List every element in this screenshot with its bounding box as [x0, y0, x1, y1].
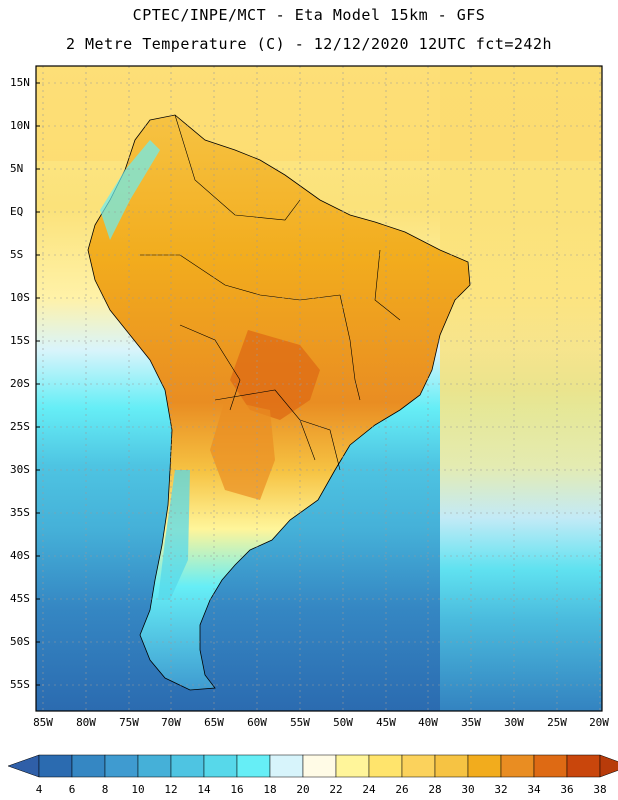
lon-label: 60W [247, 716, 267, 729]
lon-label: 20W [589, 716, 609, 729]
lat-label: 10S [10, 291, 30, 304]
lat-label: 15N [10, 76, 30, 89]
colorbar-over-arrow [599, 754, 618, 778]
colorbar-swatch [302, 754, 337, 778]
colorbar-swatch [236, 754, 271, 778]
lat-label: EQ [10, 205, 24, 218]
colorbar-swatch [368, 754, 403, 778]
andes-north-cold-band [100, 140, 160, 240]
colorbar-label: 30 [461, 783, 475, 796]
lat-label: 40S [10, 549, 30, 562]
lon-label: 65W [204, 716, 224, 729]
colorbar-label: 36 [560, 783, 574, 796]
colorbar-label: 32 [494, 783, 508, 796]
colorbar-swatch [335, 754, 370, 778]
lon-label: 55W [290, 716, 310, 729]
colorbar-swatch [533, 754, 568, 778]
hot-core-south [210, 400, 275, 500]
lon-label: 30W [504, 716, 524, 729]
lat-label: 15S [10, 334, 30, 347]
colorbar-swatch [170, 754, 205, 778]
colorbar-label: 34 [527, 783, 541, 796]
colorbar-label: 4 [35, 783, 43, 796]
lat-label: 45S [10, 592, 30, 605]
lat-label: 5N [10, 162, 24, 175]
colorbar-swatch [401, 754, 436, 778]
colorbar-label: 12 [164, 783, 178, 796]
lat-label: 10N [10, 119, 30, 132]
colorbar-label: 26 [395, 783, 409, 796]
lon-label: 40W [418, 716, 438, 729]
map-title-model: CPTEC/INPE/MCT - Eta Model 15km - GFS [132, 6, 486, 24]
map-field [36, 66, 602, 711]
colorbar-swatch [104, 754, 139, 778]
colorbar-swatch [38, 754, 73, 778]
colorbar-label: 24 [362, 783, 376, 796]
colorbar-swatch [467, 754, 502, 778]
map-title-variable: 2 Metre Temperature (C) - 12/12/2020 12U… [65, 35, 553, 53]
colorbar-label: 14 [197, 783, 211, 796]
colorbar-label: 10 [131, 783, 145, 796]
caribbean-field [36, 66, 602, 161]
colorbar-swatch [71, 754, 106, 778]
colorbar-swatch [203, 754, 238, 778]
hot-core [230, 330, 320, 420]
colorbar-label: 22 [329, 783, 343, 796]
lat-label: 55S [10, 678, 30, 691]
graticule [36, 66, 602, 711]
colorbar-label: 38 [593, 783, 607, 796]
lat-label: 35S [10, 506, 30, 519]
colorbar-label: 16 [230, 783, 244, 796]
lon-label: 80W [76, 716, 96, 729]
lon-label: 85W [33, 716, 53, 729]
map-frame [35, 65, 603, 712]
colorbar-swatch [500, 754, 535, 778]
colorbar-label: 28 [428, 783, 442, 796]
colorbar-label: 6 [68, 783, 76, 796]
lat-label: 5S [10, 248, 24, 261]
lat-label: 20S [10, 377, 30, 390]
colorbar-under-arrow [7, 754, 40, 778]
lat-label: 30S [10, 463, 30, 476]
lon-label: 45W [376, 716, 396, 729]
colorbar-label: 18 [263, 783, 277, 796]
colorbar-label: 20 [296, 783, 310, 796]
colorbar-swatch [566, 754, 601, 778]
colorbar-swatch [137, 754, 172, 778]
colorbar [7, 754, 618, 778]
colorbar-swatch [269, 754, 304, 778]
colorbar-swatch [434, 754, 469, 778]
lon-label: 75W [119, 716, 139, 729]
lat-label: 50S [10, 635, 30, 648]
lon-label: 70W [161, 716, 181, 729]
atlantic-field [440, 66, 602, 711]
lon-label: 35W [461, 716, 481, 729]
lon-label: 50W [333, 716, 353, 729]
lon-label: 25W [547, 716, 567, 729]
axis-ticks [36, 82, 40, 686]
lat-label: 25S [10, 420, 30, 433]
country-borders [140, 114, 401, 471]
colorbar-label: 8 [101, 783, 109, 796]
andes-cold-band [158, 470, 190, 600]
